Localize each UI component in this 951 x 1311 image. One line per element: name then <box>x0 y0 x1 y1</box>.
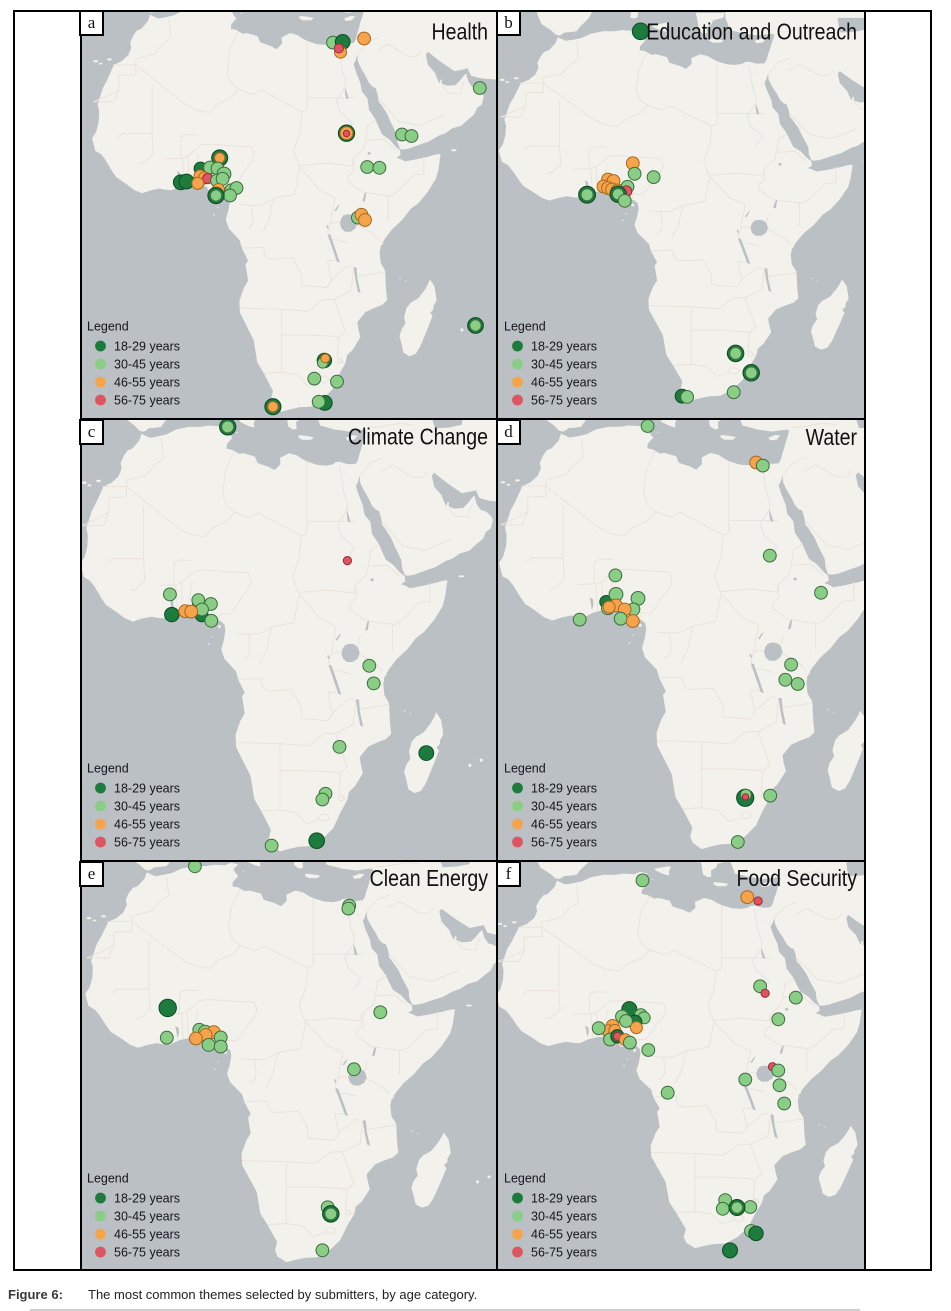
svg-text:56-75 years: 56-75 years <box>531 1246 597 1260</box>
svg-text:Health: Health <box>432 19 488 45</box>
svg-text:18-29 years: 18-29 years <box>531 1192 597 1206</box>
svg-text:18-29 years: 18-29 years <box>531 782 597 796</box>
svg-text:Climate Change: Climate Change <box>348 424 488 450</box>
svg-text:30-45 years: 30-45 years <box>114 1210 180 1224</box>
svg-text:Food Security: Food Security <box>736 866 857 892</box>
svg-text:18-29 years: 18-29 years <box>531 340 597 354</box>
svg-text:Legend: Legend <box>504 320 546 334</box>
svg-text:18-29 years: 18-29 years <box>114 1192 180 1206</box>
svg-text:18-29 years: 18-29 years <box>114 782 180 796</box>
svg-text:56-75 years: 56-75 years <box>114 1246 180 1260</box>
svg-text:30-45 years: 30-45 years <box>531 1210 597 1224</box>
svg-text:46-55 years: 46-55 years <box>114 818 180 832</box>
svg-text:30-45 years: 30-45 years <box>531 800 597 814</box>
svg-text:Legend: Legend <box>504 762 546 776</box>
svg-text:18-29 years: 18-29 years <box>114 340 180 354</box>
svg-text:Legend: Legend <box>87 320 129 334</box>
svg-text:30-45 years: 30-45 years <box>531 358 597 372</box>
svg-text:30-45 years: 30-45 years <box>114 358 180 372</box>
svg-text:Legend: Legend <box>87 1172 129 1186</box>
svg-text:30-45 years: 30-45 years <box>114 800 180 814</box>
svg-text:Education and Outreach: Education and Outreach <box>646 19 857 45</box>
svg-text:56-75 years: 56-75 years <box>114 836 180 850</box>
svg-text:56-75 years: 56-75 years <box>531 394 597 408</box>
svg-text:56-75 years: 56-75 years <box>114 394 180 408</box>
svg-text:46-55 years: 46-55 years <box>531 818 597 832</box>
svg-text:Legend: Legend <box>87 762 129 776</box>
svg-text:Legend: Legend <box>504 1172 546 1186</box>
svg-text:Water: Water <box>806 425 857 451</box>
svg-text:46-55 years: 46-55 years <box>114 1228 180 1242</box>
svg-text:56-75 years: 56-75 years <box>531 836 597 850</box>
svg-text:46-55 years: 46-55 years <box>531 376 597 390</box>
svg-text:Clean Energy: Clean Energy <box>370 866 489 892</box>
svg-text:46-55 years: 46-55 years <box>114 376 180 390</box>
svg-text:46-55 years: 46-55 years <box>531 1228 597 1242</box>
